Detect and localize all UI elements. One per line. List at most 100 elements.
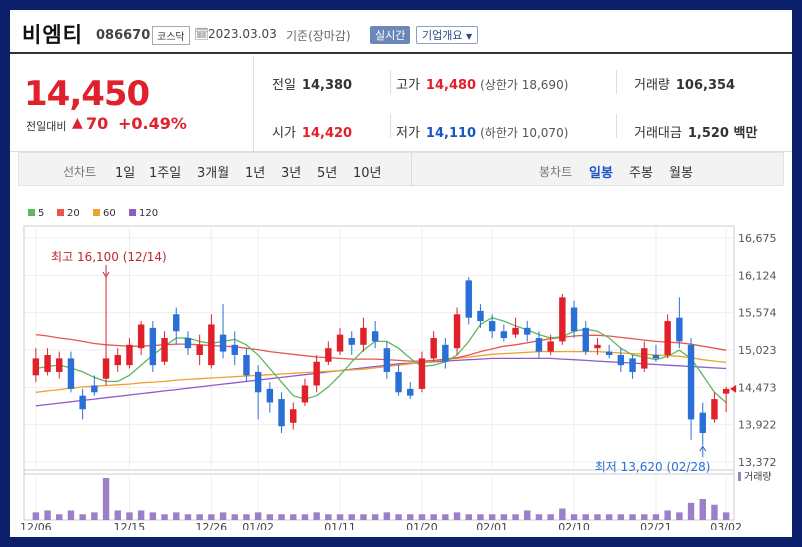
candle-body <box>219 334 227 352</box>
up-arrow-icon: ▲ <box>72 115 83 131</box>
candle-body <box>605 351 613 355</box>
candle-body <box>67 358 75 389</box>
volume-bar <box>266 514 274 520</box>
period-3y[interactable]: 3년 <box>281 166 302 181</box>
candle-body <box>208 324 215 366</box>
divider <box>616 70 617 94</box>
volume-bar <box>219 512 227 520</box>
candle-body <box>383 348 391 372</box>
legend-swatch <box>129 209 136 216</box>
market-badge: 코스닥 <box>152 26 190 45</box>
candle-body <box>254 371 262 393</box>
legend-swatch <box>93 209 100 216</box>
volume-bar <box>676 512 683 520</box>
volume-bar <box>430 514 437 520</box>
volume-bar <box>488 514 496 520</box>
volume-bar <box>348 514 355 520</box>
volume-bar <box>664 510 671 520</box>
price-box: 14,450 전일대비 ▲ 70 +0.49% <box>10 56 254 152</box>
candle-body <box>547 341 554 352</box>
candle-monthly[interactable]: 월봉 <box>669 166 693 181</box>
x-tick-label: 02/21 <box>640 521 672 530</box>
period-3m[interactable]: 3개월 <box>197 166 230 181</box>
candle-body <box>91 385 98 393</box>
candle-body <box>664 321 671 355</box>
volume-bar <box>371 514 379 520</box>
calendar-icon: 🗓 <box>194 27 210 41</box>
x-tick-label: 12/15 <box>114 521 146 530</box>
candle-body <box>524 327 531 335</box>
candle-body <box>173 314 180 332</box>
quote-panel: 14,450 전일대비 ▲ 70 +0.49% 전일 14,380 시가 14,42… <box>10 56 792 152</box>
candle-body <box>184 338 192 349</box>
candle-body <box>407 388 414 396</box>
volume-bar <box>407 514 414 520</box>
realtime-button[interactable]: 실시간 <box>370 26 411 44</box>
volume-bar <box>453 512 461 520</box>
chart-toolbar: 선차트 1일 1주일 3개월 1년 3년 5년 10년 봉차트 일봉 주봉 월봉 <box>18 152 784 187</box>
volume-bar <box>137 510 145 520</box>
volume-bar <box>184 514 192 520</box>
candle-daily[interactable]: 일봉 <box>589 166 613 181</box>
candle-body <box>629 358 636 372</box>
candle-body <box>699 412 706 433</box>
candle-body <box>617 354 625 366</box>
company-info-dropdown[interactable]: 기업개요 ▼ <box>416 26 479 44</box>
candle-body <box>687 344 695 420</box>
candle-body <box>371 331 379 342</box>
volume-bar <box>208 514 215 520</box>
stock-widget: 비엠티 086670 코스닥 🗓 2023.03.03 기준(장마감) 실시간 … <box>10 10 792 537</box>
y-tick-label: 15,574 <box>738 307 777 320</box>
y-tick-label: 14,473 <box>738 381 777 394</box>
candle-body <box>137 324 145 349</box>
period-5y[interactable]: 5년 <box>317 166 338 181</box>
volume-bar <box>594 514 601 520</box>
volume-bar <box>641 514 648 520</box>
legend-label: 20 <box>67 208 80 219</box>
candle-body <box>512 327 519 335</box>
last-price-marker-icon <box>730 384 737 393</box>
x-tick-label: 12/06 <box>20 521 52 530</box>
candle-body <box>453 314 461 349</box>
line-chart-label: 선차트 <box>63 165 97 179</box>
candle-body <box>336 334 344 352</box>
period-10y[interactable]: 10년 <box>353 166 382 181</box>
volume-bar <box>582 514 589 520</box>
volume-bar <box>79 514 86 520</box>
x-tick-label: 03/02 <box>710 521 742 530</box>
x-tick-label: 01/02 <box>242 521 274 530</box>
ma120-line <box>35 357 727 407</box>
volume-bar <box>687 502 695 520</box>
candle-body <box>114 354 121 366</box>
x-tick-label: 12/26 <box>195 521 227 530</box>
volume-label: 거래량 <box>744 471 772 483</box>
volume-bar <box>56 514 63 520</box>
max-annotation: 최고 16,100 (12/14) <box>51 250 167 264</box>
volume-bar <box>383 512 391 520</box>
candle-body <box>594 344 601 349</box>
candle-weekly[interactable]: 주봉 <box>629 166 653 181</box>
x-tick-label: 01/11 <box>324 521 356 530</box>
period-1y[interactable]: 1년 <box>245 166 266 181</box>
volume-frame <box>23 469 735 521</box>
period-1d[interactable]: 1일 <box>115 166 136 181</box>
candlestick-chart: 16,675 16,124 15,574 15,023 14,473 13,922 13,3… <box>20 208 777 534</box>
low-price: 저가 14,110 (하한가 10,070) <box>396 126 569 141</box>
period-1w[interactable]: 1주일 <box>149 166 182 181</box>
volume-bar <box>196 514 203 520</box>
x-tick-label: 02/10 <box>558 521 590 530</box>
volume-bar <box>161 514 168 520</box>
y-tick-label: 16,124 <box>738 269 777 282</box>
volume-bar <box>301 514 309 520</box>
legend-label: 120 <box>139 208 158 219</box>
candle-body <box>231 344 238 355</box>
volume-bar <box>512 514 519 520</box>
volume-bar <box>477 514 484 520</box>
candle-body <box>641 348 648 369</box>
divider <box>411 153 412 187</box>
candle-body <box>430 338 437 359</box>
candle-body <box>559 297 566 342</box>
volume-bar <box>465 514 472 520</box>
volume-bar <box>652 514 660 520</box>
candle-body <box>535 338 543 352</box>
